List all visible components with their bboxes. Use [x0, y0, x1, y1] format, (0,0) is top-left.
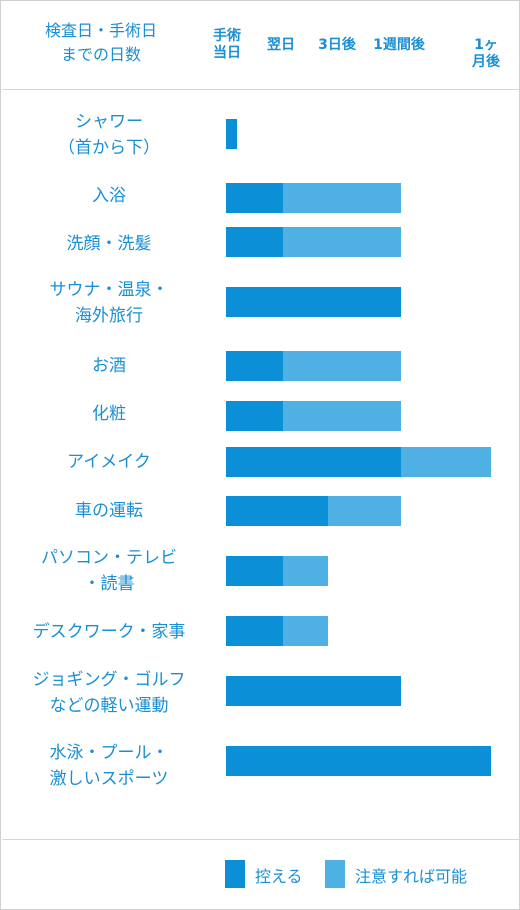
legend-swatch-caution [325, 860, 345, 888]
row-label: アイメイク [67, 452, 151, 472]
column-header: 1ヶ月後 [472, 37, 500, 70]
row-label: 水泳・プール・ 激しいスポーツ [49, 743, 169, 789]
column-header: 1週間後 [373, 37, 425, 53]
column-header: 3日後 [318, 37, 356, 53]
bar-restrict [226, 496, 328, 526]
bar-caution [283, 227, 401, 257]
bar-restrict [226, 183, 283, 213]
bar-restrict [226, 556, 283, 586]
row-label: ジョギング・ゴルフ などの軽い運動 [32, 670, 186, 716]
legend-divider [2, 839, 520, 840]
row-label: 車の運転 [75, 501, 143, 521]
header-divider [2, 89, 520, 90]
bar-caution [283, 351, 401, 381]
bar-restrict [226, 401, 283, 431]
row-label: 化粧 [92, 404, 126, 424]
row-label: デスクワーク・家事 [32, 622, 186, 642]
row-label: シャワー （首から下） [58, 112, 160, 158]
bar-restrict [226, 746, 491, 776]
bar-restrict [226, 227, 283, 257]
legend-label-restrict: 控える [255, 867, 303, 886]
bar-restrict [226, 447, 401, 477]
row-label: 洗顔・洗髪 [66, 234, 152, 254]
bar-caution [283, 616, 328, 646]
bar-caution [283, 556, 328, 586]
row-label: お酒 [92, 356, 126, 376]
column-header: 手術 当日 [213, 28, 241, 61]
bar-caution [283, 401, 401, 431]
row-label: 入浴 [92, 186, 126, 206]
bar-restrict [226, 119, 237, 149]
column-header: 翌日 [267, 37, 295, 53]
bar-caution [283, 183, 401, 213]
bar-restrict [226, 351, 283, 381]
legend-swatch-restrict [225, 860, 245, 888]
bar-caution [328, 496, 401, 526]
legend-label-caution: 注意すれば可能 [355, 867, 468, 886]
bar-restrict [226, 287, 401, 317]
row-label: パソコン・テレビ ・読書 [41, 548, 177, 594]
bar-restrict [226, 676, 401, 706]
bar-restrict [226, 616, 283, 646]
bar-caution [401, 447, 491, 477]
row-label: サウナ・温泉・ 海外旅行 [49, 280, 169, 326]
corner-label: 検査日・手術日 までの日数 [44, 21, 157, 64]
